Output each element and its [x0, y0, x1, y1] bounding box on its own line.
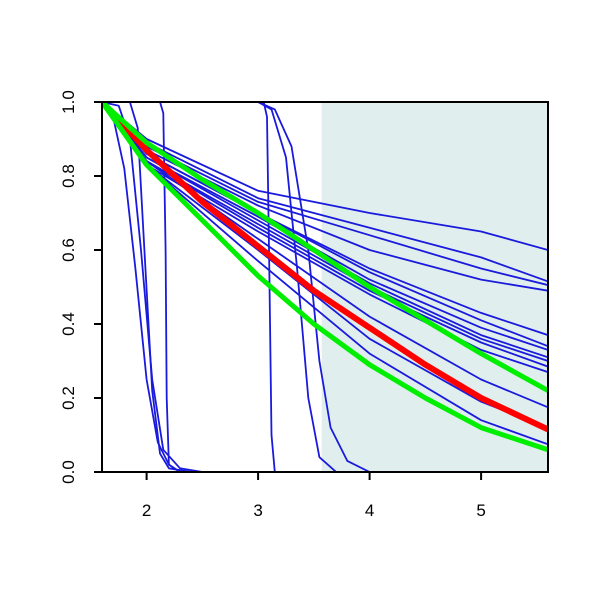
x-tick-label: 2	[142, 501, 151, 520]
green-series-line-24	[102, 102, 548, 453]
y-tick-label: 0.4	[59, 312, 78, 336]
y-tick-label: 0.0	[59, 460, 78, 484]
blue-series-line-18	[102, 102, 548, 472]
y-tick-label: 0.2	[59, 386, 78, 410]
axes-layer: 2 3 4 5 0.0 0.2 0.4 0.6 0.8 1.0	[59, 90, 549, 520]
blue-series-line-19	[102, 102, 548, 472]
plot-frame	[101, 101, 549, 473]
red-series-line-22	[102, 102, 548, 433]
x-tick-label: 4	[365, 501, 374, 520]
blue-series-line-21	[102, 102, 548, 472]
y-tick-label: 0.6	[59, 238, 78, 262]
x-tick-label: 3	[253, 501, 262, 520]
x-tick-label: 5	[476, 501, 485, 520]
y-tick-label: 0.8	[59, 164, 78, 188]
y-tick-label: 1.0	[59, 90, 78, 114]
series-layer	[102, 102, 548, 472]
green-series-line-23	[102, 102, 548, 394]
blue-series-line-17	[102, 102, 548, 472]
